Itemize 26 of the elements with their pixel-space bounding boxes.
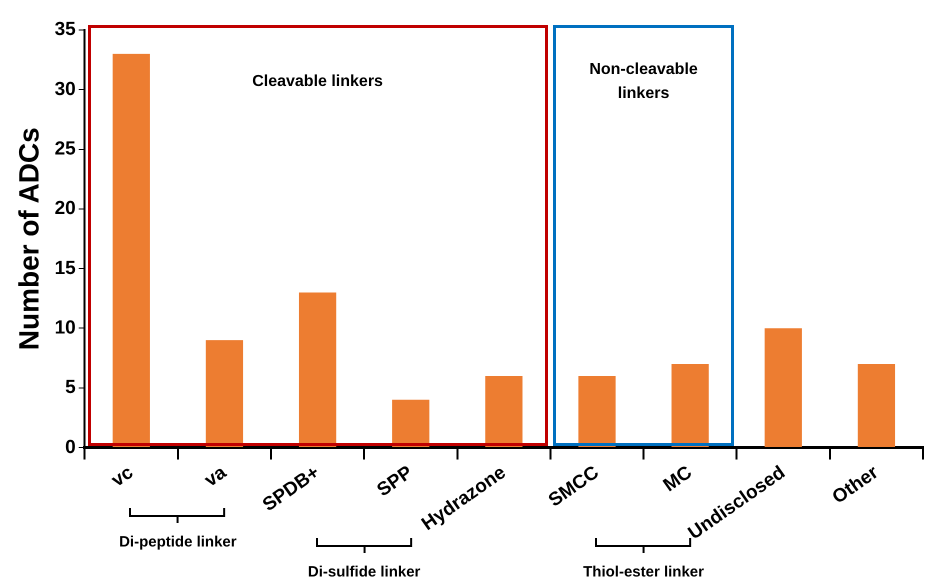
text: Di-sulfide linker [308,563,420,580]
y-tick-label: 35 [54,19,76,40]
bar [112,54,150,448]
x-tick-label: vc [108,462,138,492]
bar [764,328,802,448]
bar [672,364,709,448]
annotation: Cleavable linkers [251,72,384,92]
bar [298,292,336,448]
x-tick-label: va [200,462,231,492]
x-tick-label: SPP [373,462,417,502]
y-tick-label: 25 [54,138,76,160]
bar [858,364,896,448]
text: Di-peptide linker [119,533,237,550]
y-axis-title: Number of ADCs [14,127,45,350]
annotation: Non-cleavable linkers [588,60,699,104]
bar [578,376,616,448]
bar [206,340,244,448]
y-tick-label: 5 [65,377,76,398]
y-tick-label: 30 [54,78,76,100]
y-tick-label: 10 [54,317,76,338]
y-tick-label: 20 [54,198,76,220]
bar [485,376,522,448]
y-tick-label: 15 [54,258,76,279]
bar [392,400,430,448]
y-tick-label: 0 [65,436,76,458]
text: Thiol-ester linker [583,563,704,580]
